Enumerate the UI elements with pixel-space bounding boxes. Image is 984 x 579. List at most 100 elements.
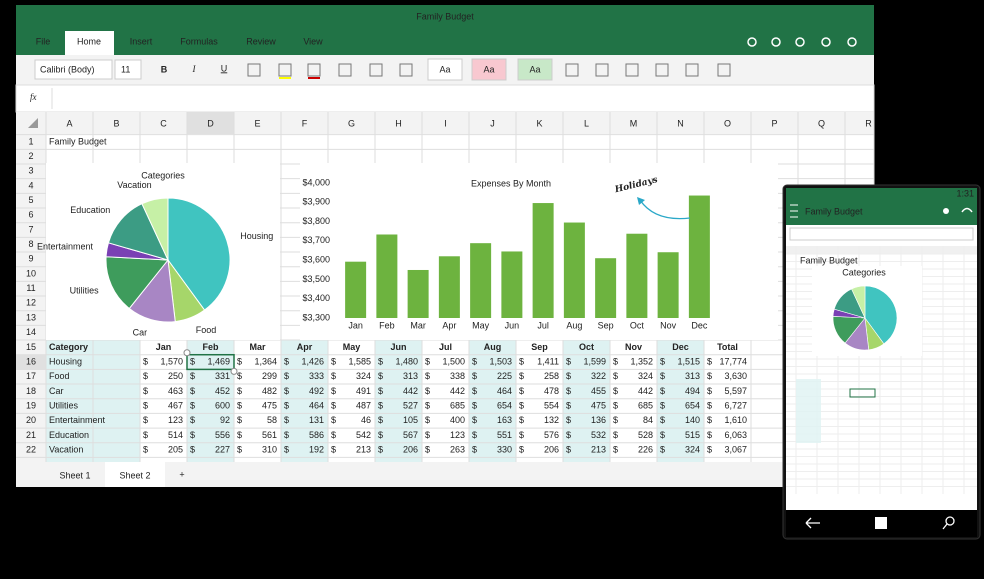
value-cell: 131 [309,415,324,425]
row-header: 21 [26,430,36,440]
currency-sign: $ [284,430,289,440]
share-icon[interactable] [771,37,781,47]
ribbon-icon[interactable] [565,63,579,77]
value-cell: 487 [356,400,371,410]
currency-sign: $ [143,415,148,425]
row-header: 6 [28,210,33,220]
sheet-tab[interactable]: Sheet 2 [119,470,150,480]
bar [688,195,710,318]
ribbon-icon[interactable] [717,63,731,77]
value-cell: 464 [497,386,512,396]
underline-button[interactable]: U [221,63,228,73]
value-cell: 576 [544,430,559,440]
title-cell: Family Budget [49,136,107,146]
currency-sign: $ [237,400,242,410]
currency-sign: $ [707,400,712,410]
category-cell: Car [49,386,64,396]
currency-sign: $ [284,400,289,410]
nav-home[interactable] [875,517,887,529]
currency-sign: $ [143,371,148,381]
category-cell: Housing [49,356,82,366]
row-header: 4 [28,180,33,190]
bar [407,269,429,318]
value-cell: 1,599 [583,356,606,366]
value-cell: 492 [309,386,324,396]
ribbon-icon[interactable] [595,63,609,77]
x-tick-label: Aug [566,320,582,330]
currency-sign: $ [378,386,383,396]
column-header: K [536,118,542,128]
ribbon-icon[interactable] [369,63,383,77]
redo-icon[interactable] [847,37,857,47]
cell-style-label: Aa [483,64,494,74]
bar [501,251,523,318]
ribbon-tab[interactable]: Formulas [180,36,218,46]
x-tick-label: May [472,320,490,330]
ribbon-tab[interactable]: View [303,36,323,46]
currency-sign: $ [707,356,712,366]
x-tick-label: Dec [691,320,708,330]
sheet-tab[interactable]: Sheet 1 [59,470,90,480]
book-icon[interactable] [795,37,805,47]
currency-sign: $ [660,356,665,366]
ribbon-icon[interactable] [655,63,669,77]
ribbon-icon[interactable] [338,63,352,77]
bar [376,234,398,318]
nav-back[interactable] [805,517,820,529]
currency-sign: $ [660,371,665,381]
italic-button[interactable]: I [192,64,197,74]
currency-sign: $ [472,371,477,381]
currency-sign: $ [378,371,383,381]
phone-undo[interactable] [961,207,973,213]
phone-share[interactable] [943,208,949,214]
column-header: P [771,118,777,128]
nav-search[interactable] [945,516,955,526]
font-box[interactable] [34,59,113,80]
formula-bar [15,84,875,113]
value-cell: 324 [638,371,653,381]
cell-style[interactable] [471,58,507,81]
table-header: Category [49,342,88,352]
cell-style[interactable] [517,58,553,81]
x-tick-label: Apr [442,320,456,330]
currency-sign: $ [660,430,665,440]
value-cell: 527 [403,400,418,410]
table-header: Aug [484,342,502,352]
row-header: 1 [28,136,33,146]
value-cell: 600 [215,400,230,410]
ribbon-icon[interactable] [685,63,699,77]
value-cell: 310 [262,444,277,454]
ribbon-tab[interactable]: Home [77,36,101,46]
ribbon-icon[interactable] [399,63,413,77]
add-sheet[interactable]: + [179,469,184,479]
ribbon-tab[interactable]: Review [246,36,276,46]
bar [595,258,617,318]
undo-icon[interactable] [821,37,831,47]
value-cell: 136 [591,415,606,425]
bar [345,261,367,318]
ribbon-icon[interactable] [307,63,321,77]
cell-style[interactable] [427,58,463,81]
currency-sign: $ [519,356,524,366]
bar [470,243,492,318]
ribbon-tab[interactable]: File [36,36,51,46]
pie-slice [141,197,169,261]
bulb-icon[interactable] [747,37,757,47]
bold-button[interactable]: B [161,64,168,74]
value-cell: 3,067 [724,444,747,454]
value-cell: 455 [591,386,606,396]
ribbon-icon[interactable] [278,63,292,77]
ribbon-tab[interactable]: Insert [130,36,153,46]
value-cell: 515 [685,430,700,440]
currency-sign: $ [566,444,571,454]
ribbon-icon[interactable] [625,63,639,77]
currency-sign: $ [613,444,618,454]
bar [563,222,585,318]
ribbon-icon[interactable] [247,63,261,77]
column-header: M [630,118,638,128]
value-cell: 551 [497,430,512,440]
size-box[interactable] [114,59,142,80]
currency-sign: $ [425,415,430,425]
selected-cell [186,353,235,371]
value-cell: 205 [168,444,183,454]
